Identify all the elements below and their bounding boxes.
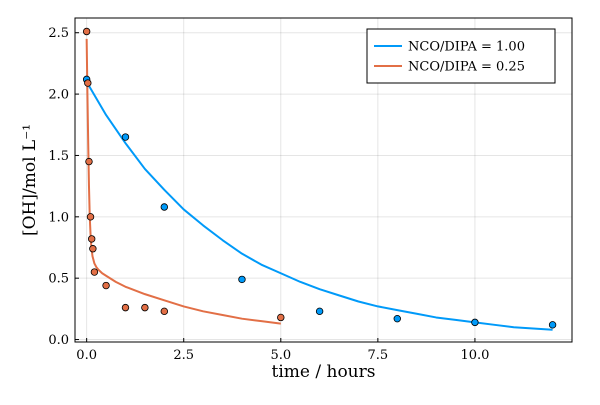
data-point-series-1 bbox=[121, 133, 130, 141]
x-tick-label: 0.0 bbox=[76, 348, 97, 363]
data-point-series-2 bbox=[141, 303, 149, 312]
data-point-series-1 bbox=[548, 321, 557, 329]
x-tick-label: 5.0 bbox=[270, 348, 291, 363]
grid-layer bbox=[75, 18, 572, 342]
legend-label-series-2: NCO/DIPA = 0.25 bbox=[408, 60, 525, 75]
data-point-series-1 bbox=[238, 275, 246, 284]
y-tick-label: 0.5 bbox=[48, 272, 69, 287]
data-point-series-1 bbox=[315, 307, 324, 316]
data-point-series-1 bbox=[160, 203, 169, 211]
y-tick-label: 1.0 bbox=[48, 210, 69, 225]
fit-curve-series-2 bbox=[85, 38, 281, 325]
y-tick-label: 0.0 bbox=[48, 333, 69, 348]
plot-frame bbox=[74, 17, 573, 343]
data-point-series-2 bbox=[90, 268, 99, 276]
data-point-series-2 bbox=[160, 307, 169, 316]
x-tick-label: 7.5 bbox=[368, 348, 389, 363]
data-point-series-2 bbox=[84, 79, 92, 87]
y-tick-label: 1.5 bbox=[48, 149, 69, 164]
data-point-series-1 bbox=[393, 314, 401, 323]
y-axis-label: [OH]/mol L⁻¹ bbox=[20, 124, 40, 236]
data-point-series-2 bbox=[87, 235, 96, 243]
data-point-series-2 bbox=[86, 213, 95, 221]
data-point-series-2 bbox=[89, 245, 97, 253]
legend: NCO/DIPA = 1.00 NCO/DIPA = 0.25 bbox=[366, 28, 556, 84]
y-tick-label: 2.0 bbox=[48, 88, 69, 103]
data-point-series-1 bbox=[471, 318, 479, 327]
fit-curve-series-1 bbox=[85, 81, 553, 331]
data-point-series-2 bbox=[82, 27, 91, 36]
point-layer bbox=[82, 27, 557, 329]
data-point-series-2 bbox=[102, 281, 110, 290]
legend-label-series-1: NCO/DIPA = 1.00 bbox=[408, 40, 525, 55]
tick-layer: 0.0 2.5 5.0 7.5 10.0 0.0 0.5 1.0 1.5 2.0 2.5 bbox=[48, 26, 489, 363]
legend-box bbox=[366, 28, 556, 84]
data-point-series-2 bbox=[121, 303, 130, 312]
data-point-series-2 bbox=[277, 313, 285, 322]
x-axis-label: time / hours bbox=[272, 362, 376, 382]
data-point-series-2 bbox=[85, 157, 93, 166]
y-tick-label: 2.5 bbox=[48, 26, 69, 41]
x-tick-label: 2.5 bbox=[173, 348, 194, 363]
x-tick-label: 10.0 bbox=[460, 348, 489, 363]
